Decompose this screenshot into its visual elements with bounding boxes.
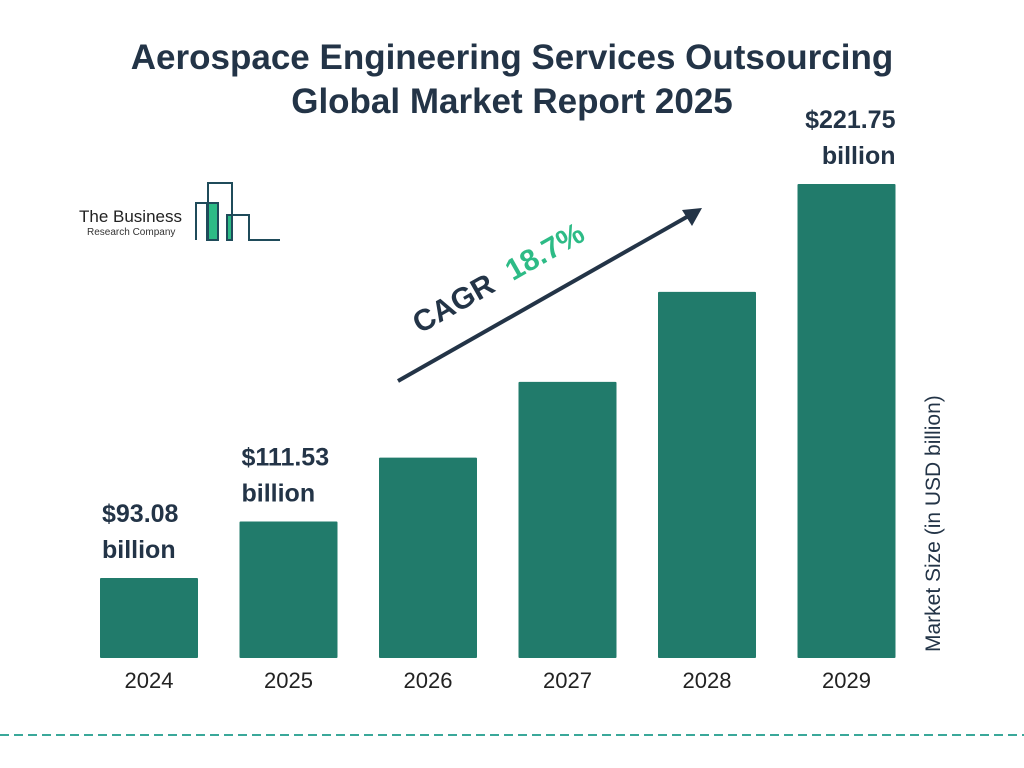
- title-line-1: Aerospace Engineering Services Outsourci…: [130, 38, 894, 77]
- bar-2025: [239, 521, 338, 658]
- x-tick-label: 2027: [543, 668, 592, 693]
- bar-2029: [797, 184, 896, 658]
- bar-2028: [658, 291, 756, 658]
- cagr-arrow: CAGR 18.7%: [397, 208, 702, 383]
- arrow-head: [682, 208, 702, 226]
- data-label-2029-line2: billion: [822, 142, 896, 170]
- chart-title: Aerospace Engineering Services Outsourci…: [0, 36, 1024, 124]
- logo-text-1: The Business: [79, 207, 182, 226]
- data-label-2025-line2: billion: [242, 480, 316, 508]
- y-axis-label: Market Size (in USD billion): [922, 395, 945, 652]
- x-tick-label: 2028: [683, 668, 732, 693]
- arrow-line: [397, 212, 693, 383]
- x-tick-label: 2025: [264, 668, 313, 693]
- title-line-2: Global Market Report 2025: [291, 82, 733, 121]
- logo-bar-1: [207, 202, 219, 241]
- logo: The Business Research Company: [79, 182, 280, 241]
- data-label-2024-line2: billion: [102, 536, 176, 564]
- x-tick-label: 2024: [125, 668, 174, 693]
- logo-text-2: Research Company: [87, 227, 175, 238]
- logo-skyline: [195, 182, 280, 241]
- bar-2024: [100, 578, 198, 658]
- data-label-2024-line1: $93.08: [102, 500, 179, 528]
- data-label-2029-line1: $221.75: [805, 106, 895, 134]
- x-tick-label: 2029: [822, 668, 871, 693]
- x-tick-label: 2026: [404, 668, 453, 693]
- data-label-2025-line1: $111.53: [242, 444, 330, 472]
- bar-2027: [518, 381, 617, 658]
- bar-2026: [379, 457, 477, 658]
- cagr-value: 18.7%: [500, 217, 590, 288]
- logo-bar-2: [227, 215, 232, 240]
